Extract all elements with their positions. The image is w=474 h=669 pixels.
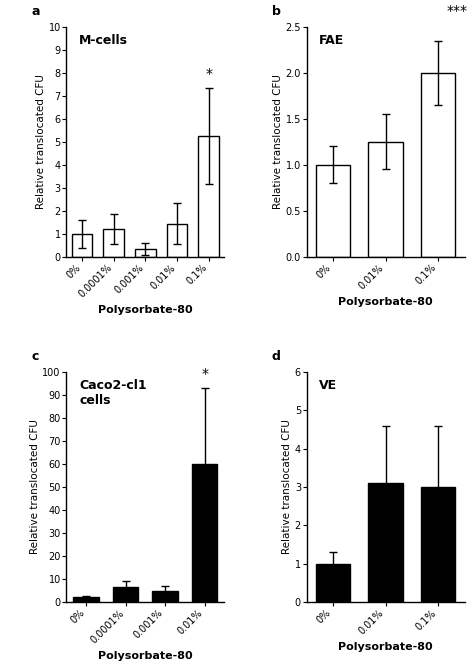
Bar [421, 487, 456, 602]
Text: FAE: FAE [319, 33, 345, 47]
Y-axis label: Relative translocated CFU: Relative translocated CFU [36, 74, 46, 209]
Text: *: * [205, 67, 212, 81]
Text: M-cells: M-cells [79, 33, 128, 47]
Bar [368, 142, 402, 257]
Text: *: * [201, 367, 208, 381]
Text: c: c [32, 350, 39, 363]
Y-axis label: Relative translocated CFU: Relative translocated CFU [273, 74, 283, 209]
Bar [167, 223, 187, 257]
Text: ***: *** [447, 3, 468, 17]
X-axis label: Polysorbate-80: Polysorbate-80 [98, 650, 192, 660]
Bar [198, 136, 219, 257]
Y-axis label: Relative translocated CFU: Relative translocated CFU [30, 419, 40, 555]
Bar [368, 483, 402, 602]
Bar [192, 464, 218, 602]
Text: Caco2-cl1
cells: Caco2-cl1 cells [79, 379, 146, 407]
Text: VE: VE [319, 379, 337, 392]
Bar [316, 564, 350, 602]
X-axis label: Polysorbate-80: Polysorbate-80 [98, 305, 192, 315]
Bar [103, 229, 124, 257]
Bar [316, 165, 350, 257]
X-axis label: Polysorbate-80: Polysorbate-80 [338, 296, 433, 306]
Bar [152, 591, 178, 602]
Bar [135, 249, 155, 257]
X-axis label: Polysorbate-80: Polysorbate-80 [338, 642, 433, 652]
Text: b: b [272, 5, 281, 17]
Text: a: a [32, 5, 40, 17]
Text: d: d [272, 350, 281, 363]
Bar [421, 73, 456, 257]
Y-axis label: Relative translocated CFU: Relative translocated CFU [282, 419, 292, 555]
Bar [73, 597, 99, 602]
Bar [113, 587, 138, 602]
Bar [72, 234, 92, 257]
